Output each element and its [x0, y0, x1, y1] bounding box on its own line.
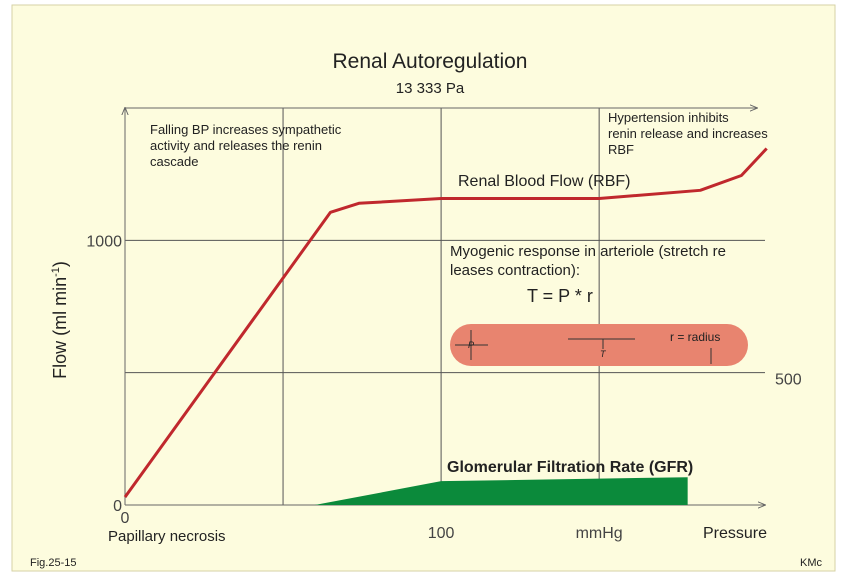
frame: [11, 4, 836, 572]
annotation: cascade: [150, 154, 198, 169]
arteriole-arrows: [455, 330, 712, 364]
x-label: Pressure: [703, 525, 767, 542]
tension-symbol: T: [600, 349, 607, 359]
annotation: Falling BP increases sympathetic: [150, 122, 342, 137]
annotation: renin release and increases: [608, 126, 768, 141]
grid: [125, 108, 765, 505]
x-tick-label: 0: [121, 510, 130, 527]
figure-label: Fig.25-15: [30, 557, 76, 569]
subtitle: 13 333 Pa: [396, 80, 465, 97]
gfr-area: [314, 477, 688, 505]
annotation: RBF: [608, 142, 634, 157]
y-label: Flow (ml min-1): [50, 261, 70, 379]
annotation: Hypertension inhibits: [608, 110, 729, 125]
radius-label: r = radius: [670, 330, 720, 344]
rbf-line: [123, 147, 768, 498]
credit: KMc: [800, 557, 823, 569]
x-tick-label: 100: [428, 525, 455, 542]
annotation: leases contraction):: [450, 262, 580, 279]
x-tick-label: mmHg: [576, 525, 623, 542]
formula: T = P * r: [527, 286, 593, 306]
annotation: Papillary necrosis: [108, 528, 226, 545]
series-label: Renal Blood Flow (RBF): [458, 173, 631, 190]
y-tick-label: 1000: [86, 233, 122, 250]
y2-tick-label: 500: [775, 372, 802, 389]
annotation: activity and releases the renin: [150, 138, 322, 153]
marks: [123, 147, 768, 505]
chart-title: Renal Autoregulation: [333, 50, 528, 73]
annotation: Myogenic response in arteriole (stretch …: [450, 243, 726, 260]
pressure-symbol: P: [468, 340, 474, 350]
arteriole: [450, 324, 748, 366]
y-label-sup: -1: [50, 267, 62, 277]
y-label-end: ): [50, 261, 70, 267]
series-label: Glomerular Filtration Rate (GFR): [447, 459, 693, 476]
y-label-main: Flow (ml min: [50, 277, 70, 379]
y-tick-label: 0: [113, 498, 122, 515]
